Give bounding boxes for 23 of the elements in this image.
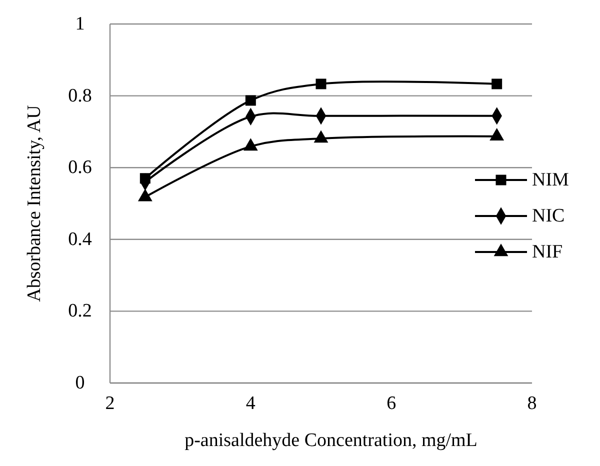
point xyxy=(243,138,258,151)
point xyxy=(490,128,504,141)
legend-label: NIM xyxy=(532,170,570,190)
x-tick-label: 2 xyxy=(105,393,115,414)
x-axis-title: p-anisaldehyde Concentration, mg/mL xyxy=(184,430,478,451)
point xyxy=(140,173,150,184)
point xyxy=(245,95,256,106)
point xyxy=(138,188,152,202)
point xyxy=(492,78,502,90)
legend-label: NIF xyxy=(532,242,563,262)
y-tick-label: 0.2 xyxy=(68,300,92,322)
y-axis-title: Absorbance Intensity, AU xyxy=(24,104,45,302)
x-tick-label: 6 xyxy=(386,393,396,414)
y-tick-label: 0.4 xyxy=(68,228,92,250)
x-tick-label: 4 xyxy=(246,393,256,414)
y-tick-label: 0.8 xyxy=(68,85,92,106)
point xyxy=(316,78,326,90)
legend-label: NIC xyxy=(532,206,565,226)
y-tick-label: 1 xyxy=(75,14,85,34)
y-tick-label: 0 xyxy=(75,372,85,394)
x-tick-label: 8 xyxy=(527,393,537,414)
y-tick-label: 0.6 xyxy=(68,157,92,178)
point xyxy=(314,130,328,143)
